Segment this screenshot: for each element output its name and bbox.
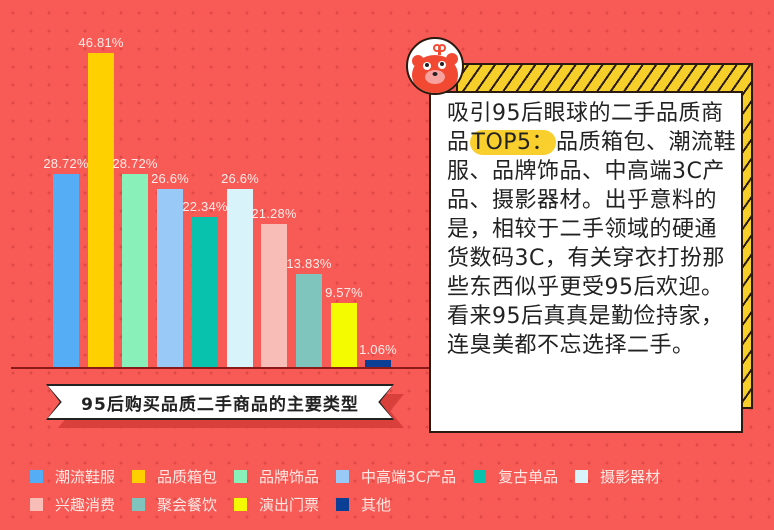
legend-item: 聚会餐饮 [132,494,217,515]
legend-swatch-icon [473,469,487,483]
legend-label: 演出门票 [259,495,320,514]
bar [157,188,183,367]
legend-label: 摄影器材 [600,467,661,486]
bar-value-label: 21.28% [251,206,297,222]
bar [331,302,357,367]
bar-value-label: 26.6% [221,170,259,186]
legend-item: 潮流鞋服 [30,466,115,487]
legend-item: 兴趣消费 [30,494,115,515]
legend-item: 品牌饰品 [234,466,319,487]
bar [122,174,148,367]
bar [296,274,322,367]
legend-label: 中高端3C产品 [361,467,457,486]
commentary-intro: 吸引95后眼球的二手品质商品 [447,101,724,155]
legend-label: 兴趣消费 [55,495,116,514]
legend-swatch-icon [30,497,43,511]
bar-chart: 28.72% 46.81% 28.72% 26.6% 22.34% 26.6% 21.28%… [0,0,430,380]
legend-item: 演出门票 [234,494,319,515]
bar-value-label: 1.06% [359,341,397,357]
legend-label: 品牌饰品 [259,467,320,486]
bar-value-label: 28.72% [43,156,89,172]
legend-item: 其他 [336,494,391,515]
bar-value-label: 28.72% [112,156,158,172]
legend-swatch-icon [132,469,146,483]
top5-highlight: TOP5： [469,130,557,155]
bar [192,217,218,367]
bar-value-label: 13.83% [286,256,332,272]
chart-title: 95后购买品质二手商品的主要类型 [48,386,392,418]
commentary-text: 吸引95后眼球的二手品质商品TOP5：品质箱包、潮流鞋服、品牌饰品、中高端3C产… [447,99,737,360]
bar-value-label: 22.34% [182,199,228,215]
legend-item: 复古单品 [473,466,558,487]
legend-label: 潮流鞋服 [55,467,116,486]
bar [53,174,79,367]
legend-swatch-icon [132,497,146,511]
legend-swatch-icon [234,497,248,511]
legend-item: 摄影器材 [575,466,660,487]
bar-value-label: 9.57% [325,284,363,300]
chart-legend: 潮流鞋服 品质箱包 品牌饰品 中高端3C产品 复古单品 摄影器材兴趣消费 聚会餐饮 演出门票 其… [30,462,770,518]
legend-item: 中高端3C产品 [336,466,456,487]
bar [365,359,391,367]
legend-swatch-icon [234,469,248,483]
legend-swatch-icon [30,469,43,483]
bear-mascot-icon [406,37,464,95]
legend-label: 品质箱包 [157,467,218,486]
commentary-box: 吸引95后眼球的二手品质商品TOP5：品质箱包、潮流鞋服、品牌饰品、中高端3C产… [429,91,743,433]
legend-swatch-icon [336,497,350,511]
bar [88,52,114,367]
commentary-body: 品质箱包、潮流鞋服、品牌饰品、中高端3C产品、摄影器材。出乎意料的是，相较于二手… [447,130,737,358]
legend-item: 品质箱包 [132,466,217,487]
bar [261,224,287,367]
legend-row: 兴趣消费 聚会餐饮 演出门票 其他 [30,490,770,518]
legend-label: 复古单品 [498,467,559,486]
legend-label: 其他 [361,495,392,514]
bar-value-label: 46.81% [78,34,124,50]
legend-row: 潮流鞋服 品质箱包 品牌饰品 中高端3C产品 复古单品 摄影器材 [30,462,770,490]
x-axis-baseline [11,367,431,369]
chart-title-banner: 95后购买品质二手商品的主要类型 [46,384,394,420]
legend-label: 聚会餐饮 [157,495,218,514]
legend-swatch-icon [575,469,589,483]
bar [227,188,253,367]
bar-value-label: 26.6% [151,170,189,186]
legend-swatch-icon [336,469,350,483]
